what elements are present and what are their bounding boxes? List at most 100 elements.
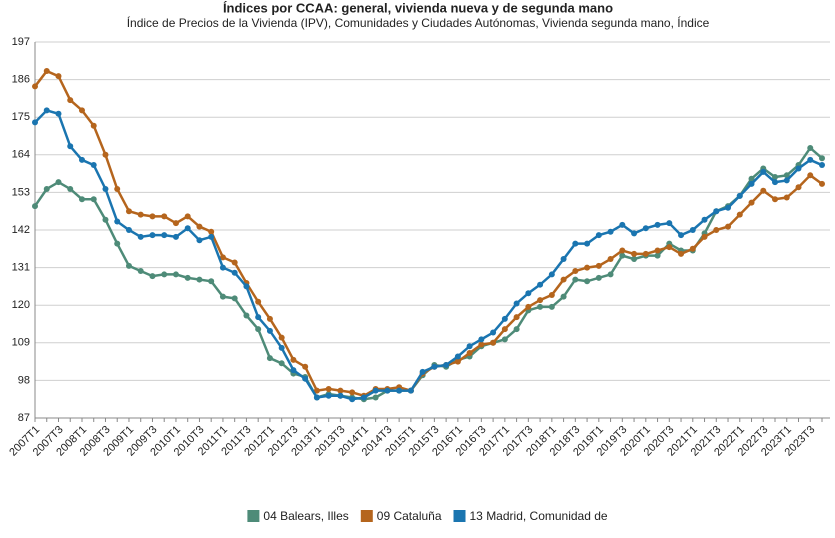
y-tick-label: 186 bbox=[12, 74, 30, 86]
data-point bbox=[631, 256, 638, 263]
data-point bbox=[631, 250, 638, 257]
data-point bbox=[243, 312, 250, 319]
data-point bbox=[255, 298, 262, 305]
data-point bbox=[595, 262, 602, 269]
data-point bbox=[149, 232, 156, 239]
data-point bbox=[631, 230, 638, 237]
data-point bbox=[595, 274, 602, 281]
data-point bbox=[572, 268, 579, 275]
data-point bbox=[478, 341, 485, 348]
data-point bbox=[208, 233, 215, 240]
data-point bbox=[537, 281, 544, 288]
data-point bbox=[360, 394, 367, 401]
data-point bbox=[584, 240, 591, 247]
data-point bbox=[67, 97, 74, 104]
legend-label: 04 Balears, Illes bbox=[263, 509, 348, 523]
data-point bbox=[243, 283, 250, 290]
data-point bbox=[725, 204, 732, 211]
data-point bbox=[396, 387, 403, 394]
data-point bbox=[349, 396, 356, 403]
data-point bbox=[114, 185, 121, 192]
y-tick-label: 153 bbox=[12, 186, 30, 198]
data-point bbox=[125, 262, 132, 269]
y-tick-label: 87 bbox=[18, 412, 30, 424]
data-point bbox=[501, 336, 508, 343]
data-point bbox=[642, 225, 649, 232]
data-point bbox=[125, 208, 132, 215]
data-point bbox=[32, 119, 38, 126]
data-point bbox=[149, 213, 156, 220]
data-point bbox=[748, 199, 755, 206]
data-point bbox=[783, 172, 790, 179]
data-point bbox=[654, 247, 661, 254]
data-point bbox=[67, 143, 74, 150]
data-point bbox=[102, 151, 109, 158]
data-point bbox=[149, 273, 156, 280]
data-point bbox=[748, 175, 755, 182]
series-line bbox=[34, 108, 823, 401]
data-point bbox=[137, 211, 144, 218]
data-point bbox=[689, 227, 696, 233]
data-point bbox=[748, 180, 755, 187]
data-point bbox=[513, 314, 520, 321]
data-point bbox=[795, 165, 802, 172]
data-point bbox=[819, 155, 825, 162]
legend-swatch bbox=[453, 510, 466, 522]
data-point bbox=[772, 174, 779, 181]
data-point bbox=[384, 387, 391, 394]
data-point bbox=[736, 211, 743, 218]
data-point bbox=[666, 244, 673, 251]
data-point bbox=[184, 274, 191, 281]
data-point bbox=[313, 387, 320, 394]
data-point bbox=[548, 271, 555, 278]
y-tick-label: 164 bbox=[12, 149, 30, 161]
data-point bbox=[161, 271, 168, 278]
data-point bbox=[419, 368, 426, 375]
data-point bbox=[454, 358, 461, 365]
data-point bbox=[278, 334, 285, 341]
data-point bbox=[231, 269, 238, 276]
data-point bbox=[78, 107, 85, 114]
data-point bbox=[501, 315, 508, 322]
data-point bbox=[619, 221, 626, 228]
data-point bbox=[525, 303, 532, 310]
data-point bbox=[490, 329, 497, 336]
data-point bbox=[78, 156, 85, 163]
data-point bbox=[78, 196, 85, 203]
legend: 04 Balears, Illes 09 Cataluña 13 Madrid, C… bbox=[247, 509, 608, 523]
y-tick-label: 142 bbox=[12, 224, 30, 236]
data-point bbox=[184, 213, 191, 220]
data-point bbox=[266, 327, 273, 334]
data-point bbox=[443, 362, 450, 369]
y-tick-label: 197 bbox=[12, 36, 30, 48]
data-point bbox=[43, 68, 50, 75]
data-point bbox=[90, 196, 97, 203]
data-point bbox=[90, 162, 97, 169]
data-point bbox=[290, 356, 297, 363]
data-point bbox=[772, 196, 779, 203]
data-point bbox=[807, 172, 814, 179]
data-point bbox=[114, 240, 121, 247]
data-point bbox=[548, 303, 555, 310]
data-point bbox=[713, 208, 720, 215]
data-point bbox=[819, 162, 825, 169]
data-point bbox=[278, 360, 285, 367]
y-tick-label: 120 bbox=[12, 299, 30, 311]
data-point bbox=[43, 185, 50, 192]
data-point bbox=[654, 221, 661, 228]
chart-subtitle: Índice de Precios de la Vivienda (IPV), … bbox=[127, 15, 710, 30]
data-point bbox=[560, 256, 567, 263]
data-point bbox=[255, 326, 262, 333]
data-point bbox=[513, 326, 520, 333]
data-point bbox=[102, 185, 109, 192]
data-point bbox=[325, 385, 332, 392]
data-point bbox=[290, 367, 297, 374]
data-point bbox=[584, 264, 591, 271]
data-point bbox=[219, 254, 226, 261]
legend-swatch bbox=[247, 510, 260, 522]
data-point bbox=[819, 180, 825, 187]
data-point bbox=[172, 271, 179, 278]
data-point bbox=[231, 259, 238, 266]
data-point bbox=[490, 339, 497, 346]
data-point bbox=[666, 220, 673, 227]
